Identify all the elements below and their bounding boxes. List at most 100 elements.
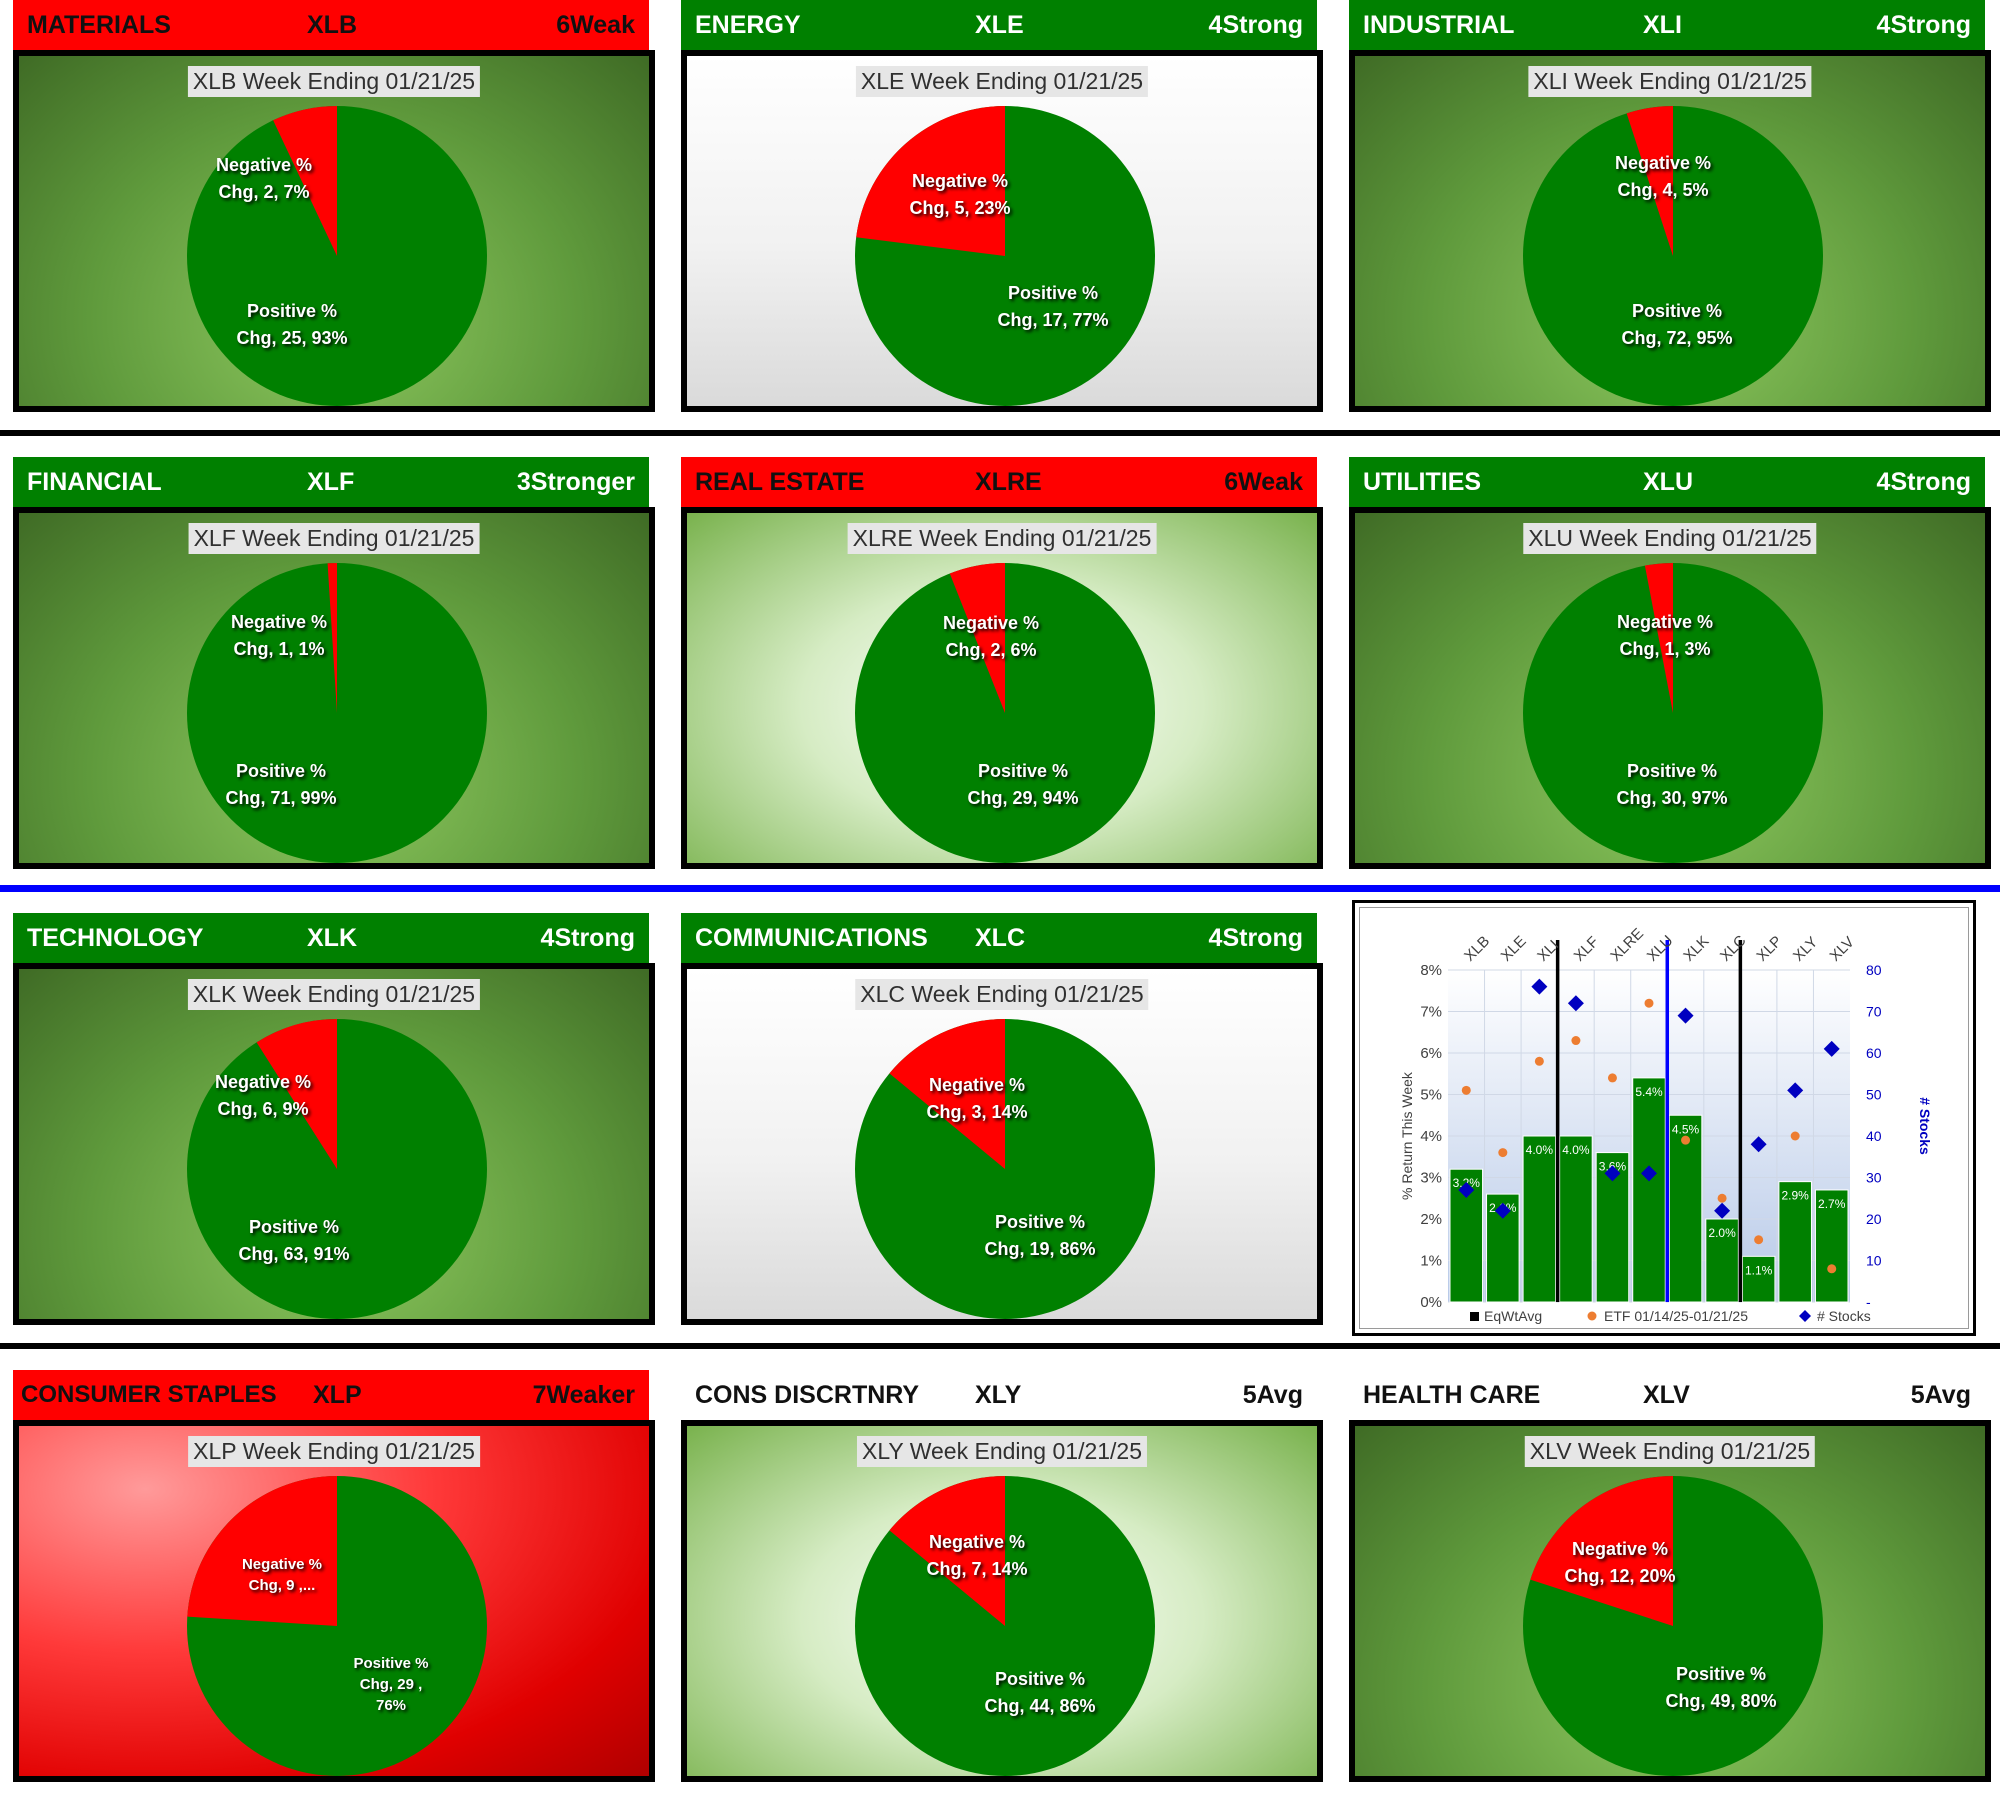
positive-label: Positive % Chg, 30, 97%: [1616, 758, 1727, 812]
sector-rank: 3Stronger: [516, 467, 635, 496]
pie-chart: [187, 1476, 487, 1776]
diamond-stocks: [1714, 1202, 1731, 1219]
negative-label: Negative % Chg, 3, 14%: [926, 1072, 1027, 1126]
negative-label: Negative % Chg, 12, 20%: [1564, 1536, 1675, 1590]
pie-panel: XLF Week Ending 01/21/25 Negative % Chg, …: [13, 507, 655, 869]
negative-label: Negative % Chg, 1, 1%: [231, 609, 327, 663]
x-category-label: XLB: [1461, 933, 1493, 965]
sector-header: INDUSTRIAL XLI 4Strong: [1349, 0, 1985, 50]
bar-eqwtavg: [1814, 1189, 1849, 1303]
x-category-label: XLK: [1680, 933, 1712, 965]
negative-label-text: Negative %: [1614, 153, 1712, 173]
positive-label: Positive % Chg, 25, 93%: [236, 298, 347, 352]
x-category-label: XLC: [1717, 932, 1750, 965]
sector-header: FINANCIAL XLF 3Stronger: [13, 457, 649, 507]
dot-etf: [1534, 1056, 1544, 1066]
negative-label-detail: Chg, 2, 6%: [945, 640, 1037, 660]
positive-label-detail: Chg, 49, 80%: [1665, 1691, 1777, 1711]
sector-summary-chart-box: 0%1%2%3%4%5%6%7%8%-10203040506070803.2%2…: [1352, 900, 1976, 1336]
dot-etf: [1717, 1193, 1727, 1203]
sector-rank: 4Strong: [1876, 467, 1971, 496]
dot-etf: [1681, 1135, 1691, 1145]
y-tick-label: 5%: [1420, 1087, 1442, 1104]
bar-value-label: 2.9%: [1782, 1189, 1810, 1203]
pie-slice-negative: [1644, 563, 1673, 713]
sector-rank: 5Avg: [1910, 1380, 1971, 1409]
y2-tick-label: 40: [1866, 1128, 1882, 1144]
diamond-stocks: [1531, 978, 1548, 995]
sector-ticker: XLI: [1643, 10, 1682, 39]
positive-label-text: Positive %: [248, 1217, 340, 1237]
positive-label-detail: Chg, 44, 86%: [984, 1696, 1096, 1716]
y2-tick-label: 30: [1866, 1170, 1882, 1186]
bar-eqwtavg: [1705, 1218, 1739, 1303]
pie-chart: [1523, 563, 1823, 863]
pie-title: XLRE Week Ending 01/21/25: [847, 523, 1157, 554]
y2-tick-label: -: [1866, 1294, 1871, 1310]
sector-ticker: XLV: [1643, 1380, 1690, 1409]
pie-title: XLY Week Ending 01/21/25: [856, 1436, 1148, 1467]
y-tick-label: 6%: [1420, 1045, 1442, 1062]
positive-label: Positive % Chg, 19, 86%: [984, 1209, 1095, 1263]
dot-etf: [1827, 1264, 1837, 1274]
x-category-label: XLU: [1644, 932, 1677, 965]
negative-label-text: Negative %: [1616, 612, 1714, 632]
diamond-stocks: [1494, 1202, 1511, 1219]
positive-label-detail: Chg, 71, 99%: [225, 788, 337, 808]
sector-rank: 4Strong: [540, 923, 635, 952]
x-category-label: XLF: [1571, 933, 1602, 964]
separator-row-2: [0, 885, 2000, 892]
pie-panel: XLE Week Ending 01/21/25 Negative % Chg, …: [681, 50, 1323, 412]
pie-chart: [855, 106, 1155, 406]
pie-panel: XLU Week Ending 01/21/25 Negative % Chg, …: [1349, 507, 1991, 869]
negative-label: Negative % Chg, 7, 14%: [926, 1529, 1027, 1583]
dot-etf: [1461, 1085, 1471, 1095]
sector-header: MATERIALS XLB 6Weak: [13, 0, 649, 50]
positive-label-detail: Chg, 19, 86%: [984, 1239, 1096, 1259]
positive-label: Positive % Chg, 72, 95%: [1621, 298, 1732, 352]
y-tick-label: 1%: [1420, 1253, 1442, 1270]
sector-name: MATERIALS: [27, 10, 171, 39]
pie-chart: [1523, 1476, 1823, 1776]
positive-label-detail: Chg, 63, 91%: [238, 1244, 350, 1264]
bar-value-label: 5.4%: [1635, 1085, 1663, 1099]
sector-rank: 7Weaker: [532, 1380, 635, 1409]
y-tick-label: 3%: [1420, 1170, 1442, 1187]
positive-label-text: Positive %: [1626, 761, 1718, 781]
dot-etf: [1644, 998, 1654, 1008]
sector-header: ENERGY XLE 4Strong: [681, 0, 1317, 50]
sector-ticker: XLF: [307, 467, 355, 496]
sector-header: CONS DISCRTNRY XLY 5Avg: [681, 1370, 1317, 1420]
pie-panel: XLC Week Ending 01/21/25 Negative % Chg, …: [681, 963, 1323, 1325]
negative-label-text: Negative %: [942, 613, 1040, 633]
pie-title: XLF Week Ending 01/21/25: [188, 523, 480, 554]
negative-label-detail: Chg, 7, 14%: [926, 1559, 1028, 1579]
bar-eqwtavg: [1559, 1135, 1593, 1303]
separator-row-1: [0, 430, 2000, 436]
sector-summary-chart: 0%1%2%3%4%5%6%7%8%-10203040506070803.2%2…: [1399, 925, 1933, 1324]
sector-ticker: XLY: [975, 1380, 1022, 1409]
bar-eqwtavg: [1741, 1255, 1776, 1303]
positive-label: Positive % Chg, 63, 91%: [238, 1214, 349, 1268]
pie-title: XLC Week Ending 01/21/25: [855, 979, 1149, 1010]
negative-label-detail: Chg, 9 ,...: [248, 1577, 316, 1594]
y-axis-title: % Return This Week: [1399, 1071, 1415, 1200]
bar-value-label: 1.1%: [1745, 1263, 1773, 1277]
dot-etf: [1754, 1235, 1764, 1245]
sector-name: ENERGY: [695, 10, 801, 39]
sector-rank: 6Weak: [1224, 467, 1303, 496]
positive-label-text: Positive %: [235, 761, 327, 781]
pie-chart: [855, 563, 1155, 863]
bar-eqwtavg: [1668, 1114, 1703, 1303]
negative-label-text: Negative %: [241, 1556, 323, 1573]
positive-label-text: Positive %: [977, 761, 1069, 781]
legend-label-stocks: # Stocks: [1817, 1308, 1871, 1324]
diamond-stocks: [1823, 1040, 1840, 1057]
sector-name: INDUSTRIAL: [1363, 10, 1515, 39]
sector-name: TECHNOLOGY: [27, 923, 204, 952]
pie-panel: XLP Week Ending 01/21/25 Negative % Chg, …: [13, 1420, 655, 1782]
pie-chart: [187, 106, 487, 406]
dot-etf: [1790, 1131, 1800, 1141]
separator-row-3: [0, 1343, 2000, 1349]
sector-header: CONSUMER STAPLES XLP 7Weaker: [13, 1370, 649, 1420]
